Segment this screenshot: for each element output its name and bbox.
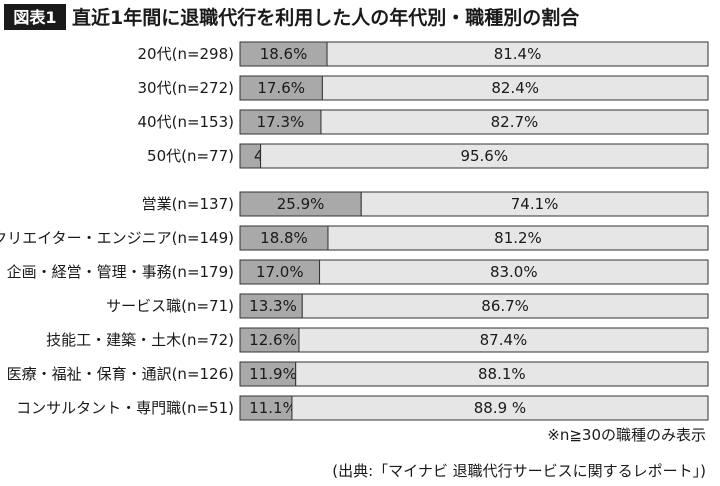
row-label: 技能工・建築・土木(n=72) [46,331,234,349]
bar-value-label: 87.4% [480,331,528,349]
bar-segment-applied [239,75,323,101]
bar-value-label: 74.1% [511,195,559,213]
row-label: 20代(n=298) [138,45,235,63]
bar-value-label: 12.6% [249,331,297,349]
bar-value-label: 11.1% [249,399,297,417]
bar-segment-other [326,41,709,67]
bar-value-label: 11.9% [249,365,297,383]
bar-value-label: 18.8% [260,229,308,247]
bar-segment-applied [239,259,321,285]
bar-value-label: 13.3% [249,297,297,315]
bar-value-label: 86.7% [481,297,529,315]
bar-value-label: 82.7% [491,113,539,131]
row-label: コンサルタント・専門職(n=51) [16,399,234,417]
row-label: サービス職(n=71) [106,297,234,315]
bar-value-label: 82.4% [491,79,539,97]
bar-segment-other [298,327,709,353]
row-label: 30代(n=272) [138,79,235,97]
bar-value-label: 81.4% [494,45,542,63]
sample-note: ※n≧30の職種のみ表示 [547,426,706,444]
title-badge: 図表1 [13,8,56,27]
bar-value-label: 88.9 % [474,399,526,417]
bar-segment-other [360,191,709,217]
bar-segment-applied [239,293,303,319]
bar-segment-applied [239,41,328,67]
bar-value-label: 25.9% [277,195,325,213]
chart-title: 直近1年間に退職代行を利用した人の年代別・職種別の割合 [72,6,580,29]
chart-rows: 20代(n=298) 18.6% 81.4% 30代(n=272) 17.6% 82.4%… [0,41,709,421]
bar-segment-other [301,293,709,319]
bar-value-label: 18.6% [260,45,308,63]
bar-segment-applied [239,109,322,135]
bar-segment-applied [239,225,329,251]
bar-segment-applied [239,191,362,217]
bar-segment-other [321,75,709,101]
bar-segment-other [319,259,709,285]
bar-segment-applied [239,327,300,353]
bar-segment-other [295,361,709,387]
row-label: 医療・福祉・保育・通訳(n=126) [7,365,234,383]
row-label: クリエイター・エンジニア(n=149) [0,229,234,247]
bar-value-label: 95.6% [460,147,508,165]
source-note: (出典:「マイナビ 退職代行サービスに関するレポート」) [332,462,706,480]
bar-value-label: 17.6% [257,79,305,97]
bar-value-label: 83.0% [490,263,538,281]
row-label: 企画・経営・管理・事務(n=179) [7,263,234,281]
bar-value-label: 17.3% [257,113,305,131]
row-label: 営業(n=137) [142,195,234,213]
bar-segment-other [320,109,709,135]
bar-segment-other [327,225,709,251]
bar-value-label: 17.0% [256,263,304,281]
bar-value-label: 81.2% [494,229,542,247]
bar-segment-other [260,143,709,169]
title-badge-bg [4,4,66,30]
row-label: 50代(n=77) [147,147,234,165]
bar-segment-other [291,395,709,421]
bar-segment-applied [239,361,297,387]
bar-value-label: 88.1% [478,365,526,383]
row-label: 40代(n=153) [138,113,235,131]
